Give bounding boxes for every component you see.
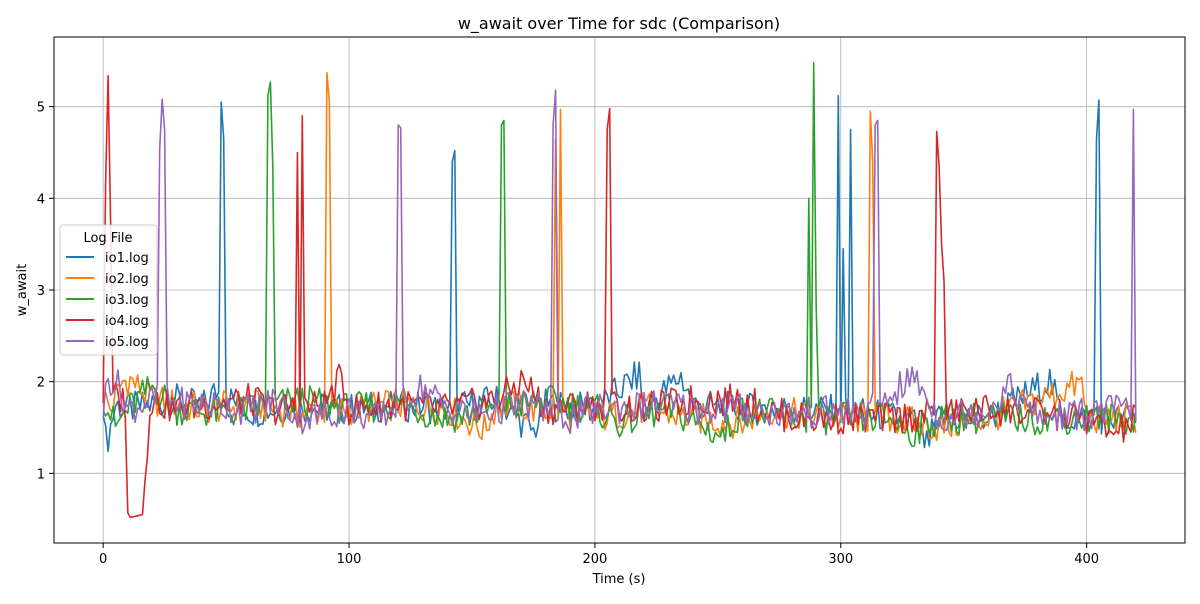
legend-label: io5.log bbox=[105, 335, 149, 350]
y-tick-label: 3 bbox=[37, 284, 45, 299]
y-tick-label: 1 bbox=[37, 467, 45, 482]
x-tick-label: 0 bbox=[99, 552, 107, 567]
x-axis-label: Time (s) bbox=[592, 572, 646, 587]
x-tick-label: 400 bbox=[1074, 552, 1099, 567]
series-line-io2 bbox=[102, 72, 1137, 442]
series-line-io4 bbox=[102, 75, 1137, 519]
series-lines bbox=[102, 61, 1137, 519]
y-tick-label: 4 bbox=[37, 192, 45, 207]
legend-label: io2.log bbox=[105, 272, 149, 287]
axis-ticks: 0 100 200 300 400 1 2 3 4 5 bbox=[37, 101, 1099, 567]
x-tick-label: 300 bbox=[828, 552, 853, 567]
legend-label: io1.log bbox=[105, 251, 149, 266]
y-axis-label: w_await bbox=[15, 264, 30, 316]
legend-label: io4.log bbox=[105, 314, 149, 329]
legend-title: Log File bbox=[83, 231, 132, 246]
x-tick-label: 200 bbox=[582, 552, 607, 567]
legend-label: io3.log bbox=[105, 293, 149, 308]
grid bbox=[54, 37, 1185, 543]
y-tick-label: 2 bbox=[37, 376, 45, 391]
x-tick-label: 100 bbox=[337, 552, 362, 567]
y-tick-label: 5 bbox=[37, 101, 45, 116]
chart-title: w_await over Time for sdc (Comparison) bbox=[458, 14, 780, 34]
legend: Log File io1.log io2.log io3.log io4.log io5… bbox=[59, 224, 158, 356]
series-line-io5 bbox=[102, 89, 1137, 435]
